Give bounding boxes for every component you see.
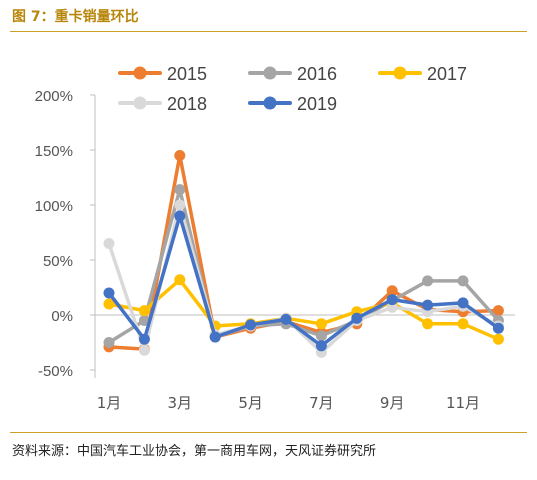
data-point-2016 (138, 315, 150, 326)
y-tick-label: 200% (35, 88, 73, 105)
y-tick-label: 0% (51, 308, 73, 325)
series-line-2016 (107, 187, 501, 345)
x-tick-label: 11月 (446, 394, 480, 412)
legend-swatch-dot-2016 (263, 66, 277, 80)
legend-layer: 2015 2016 2017 2018 2019 (118, 64, 467, 114)
series-layer (103, 150, 504, 358)
data-point-2018 (103, 238, 115, 249)
y-tick-label: 50% (43, 253, 73, 270)
data-point-2019 (492, 322, 504, 334)
data-point-2015 (174, 150, 186, 161)
data-point-2019 (280, 313, 292, 325)
legend-label-2015: 2015 (167, 64, 207, 84)
data-point-2018 (386, 301, 398, 313)
x-tick-label: 1月 (97, 394, 122, 412)
data-point-2019 (103, 287, 115, 299)
legend-label-2017: 2017 (427, 64, 467, 84)
legend-swatch-dot-2017 (393, 66, 407, 80)
figure-title: 图 7：重卡销量环比 (12, 9, 139, 25)
legend-label-2019: 2019 (297, 94, 337, 114)
axis-layer: 200% 150% 100% 50% 0% -50% 1月 3月 5月 7月 9月 11月 (35, 88, 515, 412)
legend-label-2016: 2016 (297, 64, 337, 84)
x-tick-label: 7月 (309, 394, 334, 412)
data-point-2016 (103, 337, 115, 348)
data-point-2017 (103, 298, 115, 310)
y-tick-label: 100% (35, 198, 73, 215)
legend-swatch-dot-2018 (133, 96, 147, 110)
data-point-2016 (315, 330, 327, 342)
data-point-2017 (492, 333, 504, 345)
data-point-2019 (457, 297, 469, 309)
data-point-2019 (386, 294, 398, 306)
data-point-2018 (174, 199, 186, 211)
data-point-2019 (351, 312, 363, 324)
legend-swatch-dot-2015 (133, 66, 147, 80)
data-point-2017 (315, 318, 327, 330)
series-line-2017 (107, 278, 501, 341)
y-tick-label: -50% (38, 363, 73, 380)
data-point-2017 (422, 318, 434, 330)
series-line-2018 (107, 203, 501, 355)
data-point-2017 (174, 274, 186, 286)
line-chart: 200%150%100%50%0%-50%1月 3月 5月 7月 9月 11月 2015 2… (35, 64, 515, 412)
data-point-2015 (492, 305, 504, 317)
data-point-2016 (422, 275, 434, 287)
data-point-2019 (422, 299, 434, 311)
legend-label-2018: 2018 (167, 94, 207, 114)
x-tick-label: 9月 (380, 394, 405, 412)
legend-swatch-dot-2019 (263, 96, 277, 110)
bottom-divider (10, 432, 527, 433)
data-point-2019 (315, 340, 327, 352)
series-line-2019 (107, 214, 501, 348)
data-point-2016 (174, 184, 186, 196)
data-point-2019 (174, 210, 186, 222)
data-point-2016 (457, 275, 469, 287)
top-divider (10, 31, 527, 32)
data-point-2019 (138, 333, 150, 345)
y-tick-label: 150% (35, 143, 73, 160)
data-point-2015 (386, 285, 398, 297)
x-tick-label: 5月 (238, 394, 263, 412)
x-tick-label: 3月 (168, 394, 193, 412)
data-point-2018 (138, 344, 150, 356)
data-point-2019 (209, 331, 221, 343)
data-point-2019 (245, 319, 257, 331)
data-point-2017 (138, 305, 150, 317)
data-point-2017 (457, 318, 469, 330)
source-note: 资料来源：中国汽车工业协会，第一商用车网，天风证券研究所 (12, 444, 377, 459)
